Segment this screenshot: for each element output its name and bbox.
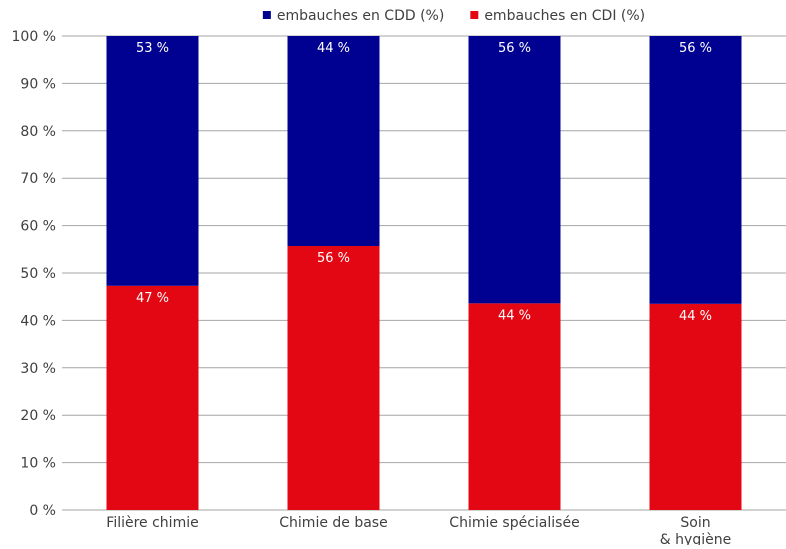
data-label: 44 % <box>498 308 531 323</box>
bar-segment <box>106 285 199 510</box>
legend-label: embauches en CDD (%) <box>277 8 444 24</box>
legend-swatch <box>262 11 271 19</box>
bar-segment <box>287 245 380 510</box>
data-label: 47 % <box>136 291 169 306</box>
y-tick-label: 20 % <box>20 408 56 424</box>
data-label: 44 % <box>317 41 350 56</box>
data-label: 56 % <box>317 251 350 266</box>
y-tick-label: 100 % <box>12 29 56 45</box>
x-tick-label: Soin & hygiène <box>660 515 731 545</box>
y-tick-label: 50 % <box>20 266 56 282</box>
legend-item: embauches en CDI (%) <box>470 8 645 24</box>
x-tick-label: Filière chimie <box>106 515 198 531</box>
legend-swatch <box>470 11 479 19</box>
bar-segment <box>649 303 742 510</box>
data-label: 44 % <box>679 309 712 324</box>
legend: embauches en CDD (%) embauches en CDI (%) <box>262 8 645 24</box>
y-tick-label: 10 % <box>20 456 56 472</box>
y-tick-label: 90 % <box>20 76 56 92</box>
bar-segment <box>468 303 561 510</box>
data-label: 56 % <box>679 41 712 56</box>
bars <box>106 36 742 510</box>
y-axis-tick-labels: 0 % 10 % 20 % 30 % 40 % 50 % 60 % 70 % 80 % 90 % 1… <box>12 29 56 519</box>
bar-segment <box>106 36 199 286</box>
data-label: 53 % <box>136 41 169 56</box>
data-labels: 47 % 53 % 56 % 44 % 44 % 56 % 44 % 56 % <box>136 41 712 324</box>
y-tick-label: 80 % <box>20 124 56 140</box>
bar-segment <box>468 36 561 304</box>
x-tick-label: Chimie de base <box>279 515 387 531</box>
x-axis-tick-labels: Filière chimie Chimie de base Chimie spéci… <box>106 515 731 548</box>
y-tick-label: 30 % <box>20 361 56 377</box>
y-tick-label: 60 % <box>20 219 56 235</box>
legend-label: embauches en CDI (%) <box>484 8 645 24</box>
legend-item: embauches en CDD (%) <box>262 8 444 24</box>
x-tick-label: Chimie spécialisée <box>449 515 579 531</box>
bar-segment <box>649 36 742 304</box>
data-label: 56 % <box>498 41 531 56</box>
bar-segment <box>287 36 380 246</box>
y-tick-label: 40 % <box>20 313 56 329</box>
y-tick-label: 70 % <box>20 171 56 187</box>
y-tick-label: 0 % <box>29 503 56 519</box>
